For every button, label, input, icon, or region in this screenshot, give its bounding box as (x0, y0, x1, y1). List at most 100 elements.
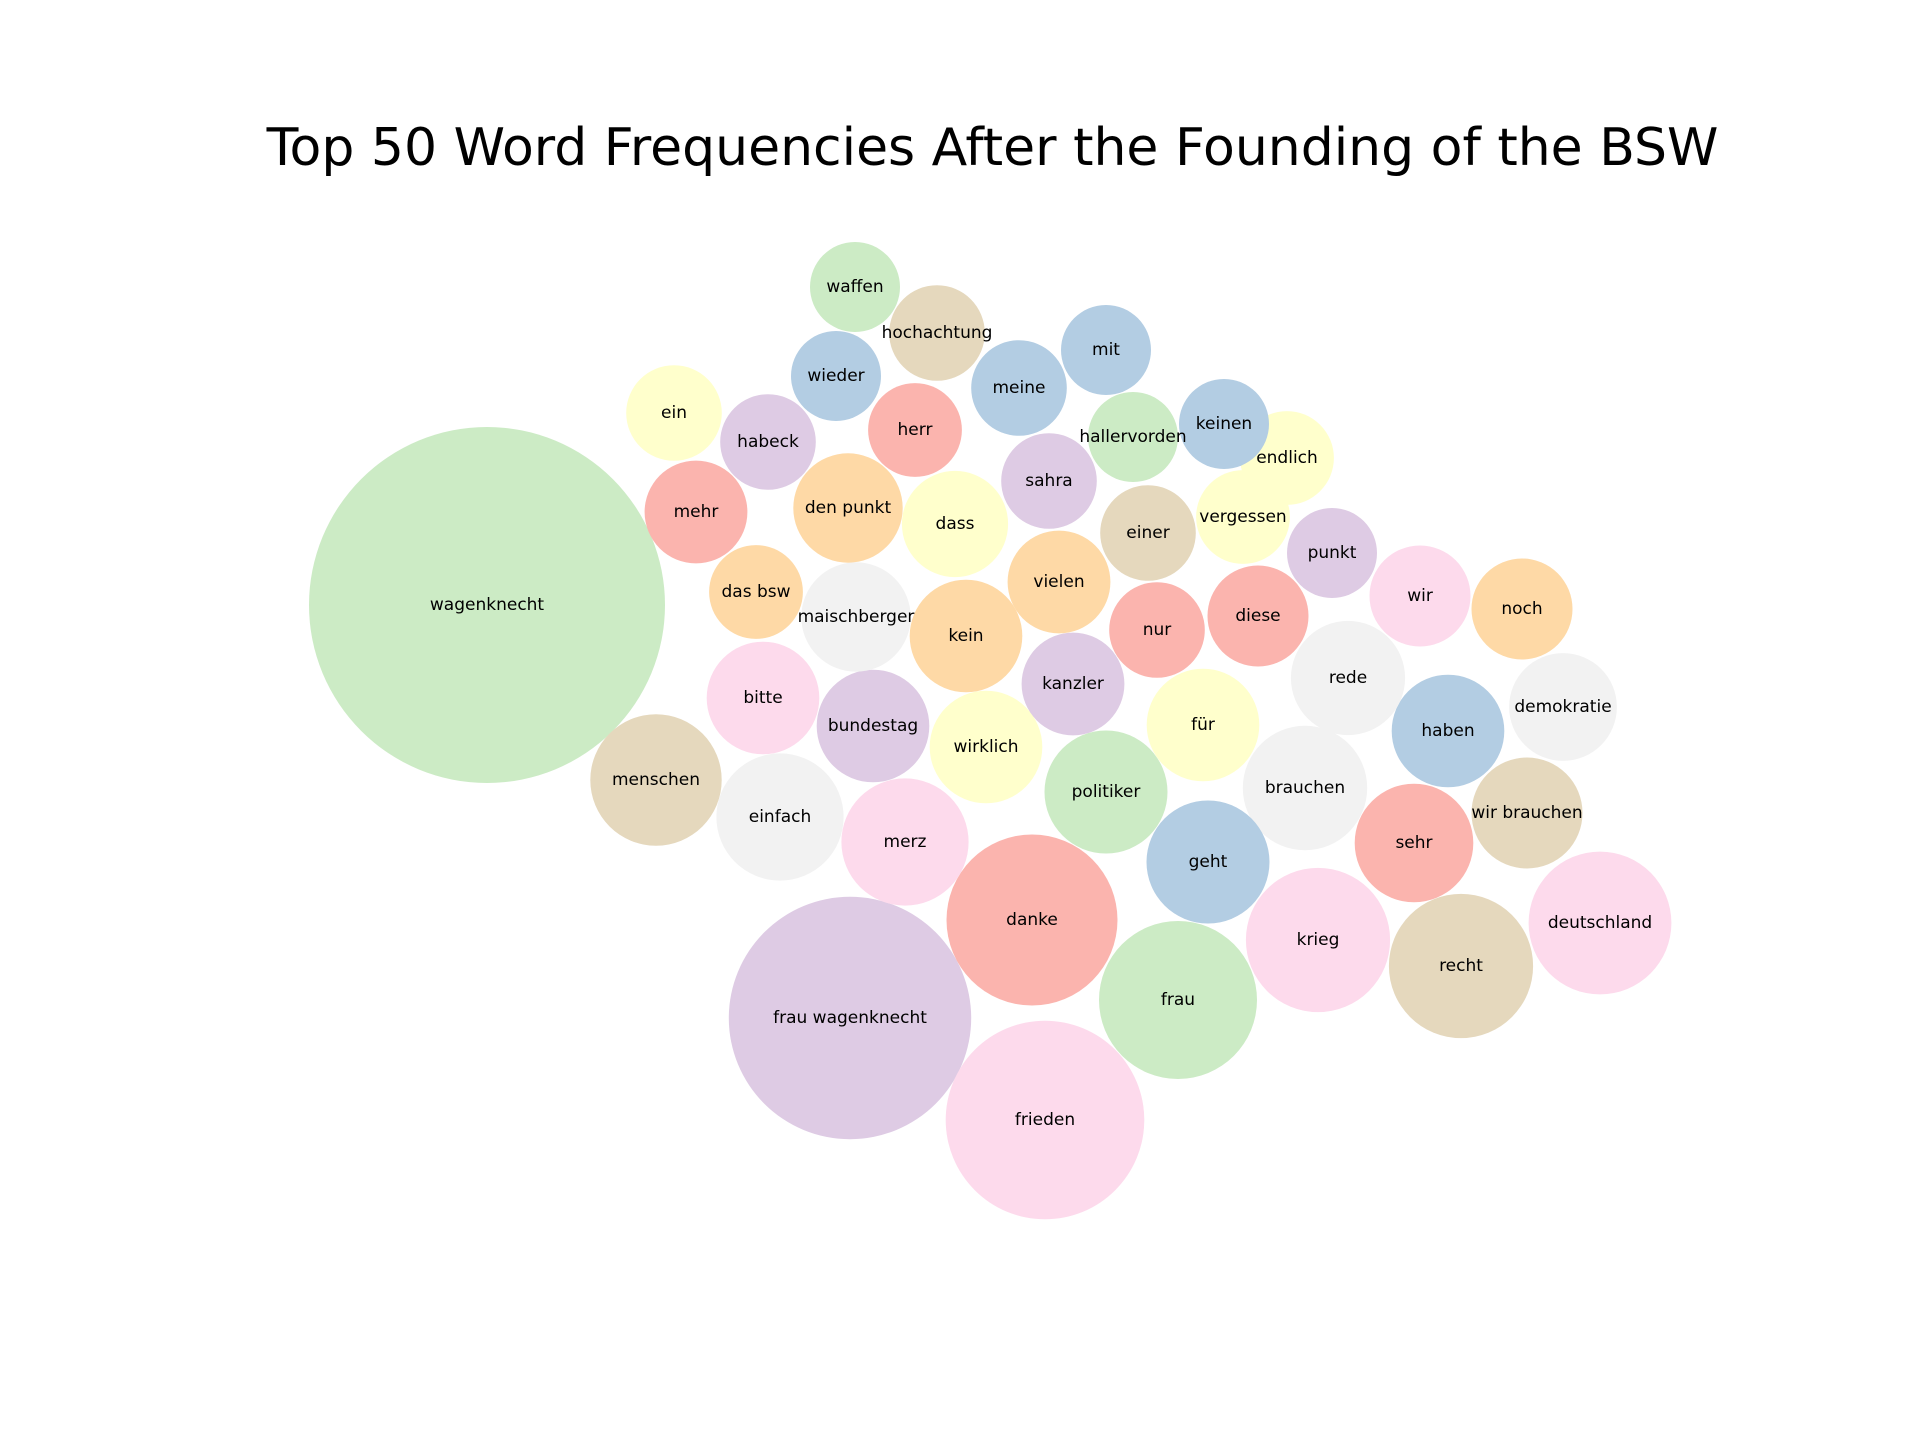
bubble-bitte: bitte (706, 641, 820, 755)
bubble-label: merz (884, 832, 927, 852)
bubble-circle (816, 669, 930, 783)
bubble-label: habeck (737, 432, 799, 452)
bubble-circle (1088, 392, 1178, 482)
bubble-circle (901, 470, 1009, 578)
bubble-label: das bsw (721, 582, 790, 602)
bubble-das-bsw: das bsw (709, 545, 803, 639)
bubble-circle (909, 579, 1023, 693)
bubble-label: maischberger (798, 607, 915, 627)
bubble-circle (946, 834, 1118, 1006)
bubble-menschen: menschen (590, 714, 722, 846)
bubble-label: für (1191, 715, 1215, 735)
bubble-label: mit (1092, 340, 1120, 360)
bubble-label: haben (1421, 721, 1474, 741)
bubble-label: dass (936, 514, 975, 534)
bubble-label: danke (1006, 910, 1058, 930)
bubble-demokratie: demokratie (1509, 653, 1617, 761)
bubble-label: vielen (1033, 572, 1084, 592)
bubble-label: frieden (1015, 1110, 1075, 1130)
bubble-circle (810, 242, 900, 332)
bubble-dass: dass (901, 470, 1009, 578)
bubble-circle (706, 641, 820, 755)
bubble-circle (1369, 545, 1471, 647)
bubble-circle (1099, 921, 1257, 1079)
bubble-label: deutschland (1548, 913, 1652, 933)
bubble-label: den punkt (805, 498, 892, 518)
bubble-circle (1100, 485, 1196, 581)
bubble-circle (1287, 508, 1377, 598)
bubble-circle (1207, 565, 1309, 667)
bubble-label: wirklich (953, 737, 1018, 757)
bubble-danke: danke (946, 834, 1118, 1006)
bubble-label: herr (898, 420, 933, 440)
bubble-maischberger: maischberger (798, 562, 915, 672)
bubble-label: noch (1501, 599, 1542, 619)
bubble-hallervorden: hallervorden (1079, 392, 1187, 482)
bubble-einer: einer (1100, 485, 1196, 581)
bubble-geht: geht (1146, 800, 1270, 924)
bubble-mehr: mehr (644, 460, 748, 564)
bubble-krieg: krieg (1245, 867, 1391, 1013)
bubble-label: meine (993, 378, 1046, 398)
bubble-label: sehr (1395, 833, 1432, 853)
bubble-circle (801, 562, 911, 672)
bubble-circle (309, 427, 665, 783)
bubble-label: frau (1161, 990, 1195, 1010)
bubble-haben: haben (1391, 674, 1505, 788)
bubble-meine: meine (971, 340, 1067, 436)
bubble-politiker: politiker (1044, 730, 1168, 854)
bubble-circle (1509, 653, 1617, 761)
bubble-wieder: wieder (791, 331, 881, 421)
bubble-kanzler: kanzler (1021, 632, 1125, 736)
bubble-label: kanzler (1042, 674, 1104, 694)
bubble-label: mehr (674, 502, 719, 522)
bubble-diese: diese (1207, 565, 1309, 667)
bubble-frau: frau (1099, 921, 1257, 1079)
bubble-circle (1245, 867, 1391, 1013)
bubble-label: hochachtung (882, 323, 993, 343)
bubble-label: endlich (1256, 448, 1318, 468)
bubble-bundestag: bundestag (816, 669, 930, 783)
bubble-label: wir brauchen (1471, 803, 1582, 823)
bubble-circle (590, 714, 722, 846)
bubble-label: sahra (1025, 471, 1072, 491)
chart-title: Top 50 Word Frequencies After the Foundi… (266, 118, 1719, 178)
bubble-label: waffen (826, 277, 883, 297)
bubble-frau-wagenknecht: frau wagenknecht (728, 896, 972, 1140)
bubble-circle (1242, 725, 1368, 851)
bubble-circle (1001, 433, 1097, 529)
bubble-label: wagenknecht (430, 595, 545, 615)
bubble-label: politiker (1072, 782, 1141, 802)
bubble-label: wir (1407, 586, 1433, 606)
bubble-merz: merz (841, 778, 969, 906)
bubble-rede: rede (1290, 620, 1406, 736)
bubble-punkt: punkt (1287, 508, 1377, 598)
bubble-circle (1528, 851, 1672, 995)
bubble-wir: wir (1369, 545, 1471, 647)
bubble-keinen: keinen (1179, 379, 1269, 469)
bubble-label: kein (948, 626, 983, 646)
bubble-circle (1290, 620, 1406, 736)
bubble-label: bitte (743, 688, 782, 708)
bubble-label: vergessen (1199, 507, 1286, 527)
bubble-circle (945, 1020, 1145, 1220)
bubble-circle (971, 340, 1067, 436)
bubble-sahra: sahra (1001, 433, 1097, 529)
bubble-einfach: einfach (716, 753, 844, 881)
bubble-circle (1471, 558, 1573, 660)
bubble-label: hallervorden (1079, 427, 1186, 447)
bubble-circle (1021, 632, 1125, 736)
bubble-habeck: habeck (720, 394, 816, 490)
bubble-circle (889, 285, 985, 381)
bubble-ein: ein (626, 365, 722, 461)
bubble-label: menschen (612, 770, 700, 790)
bubble-wagenknecht: wagenknecht (309, 427, 665, 783)
bubble-label: demokratie (1514, 697, 1611, 717)
bubble-label: einer (1126, 523, 1169, 543)
bubble-label: einfach (749, 807, 811, 827)
bubble-circle (1061, 305, 1151, 395)
bubble-label: recht (1439, 956, 1483, 976)
bubble-circle (1388, 893, 1534, 1039)
bubble-label: krieg (1297, 930, 1340, 950)
bubble-wirklich: wirklich (929, 690, 1043, 804)
